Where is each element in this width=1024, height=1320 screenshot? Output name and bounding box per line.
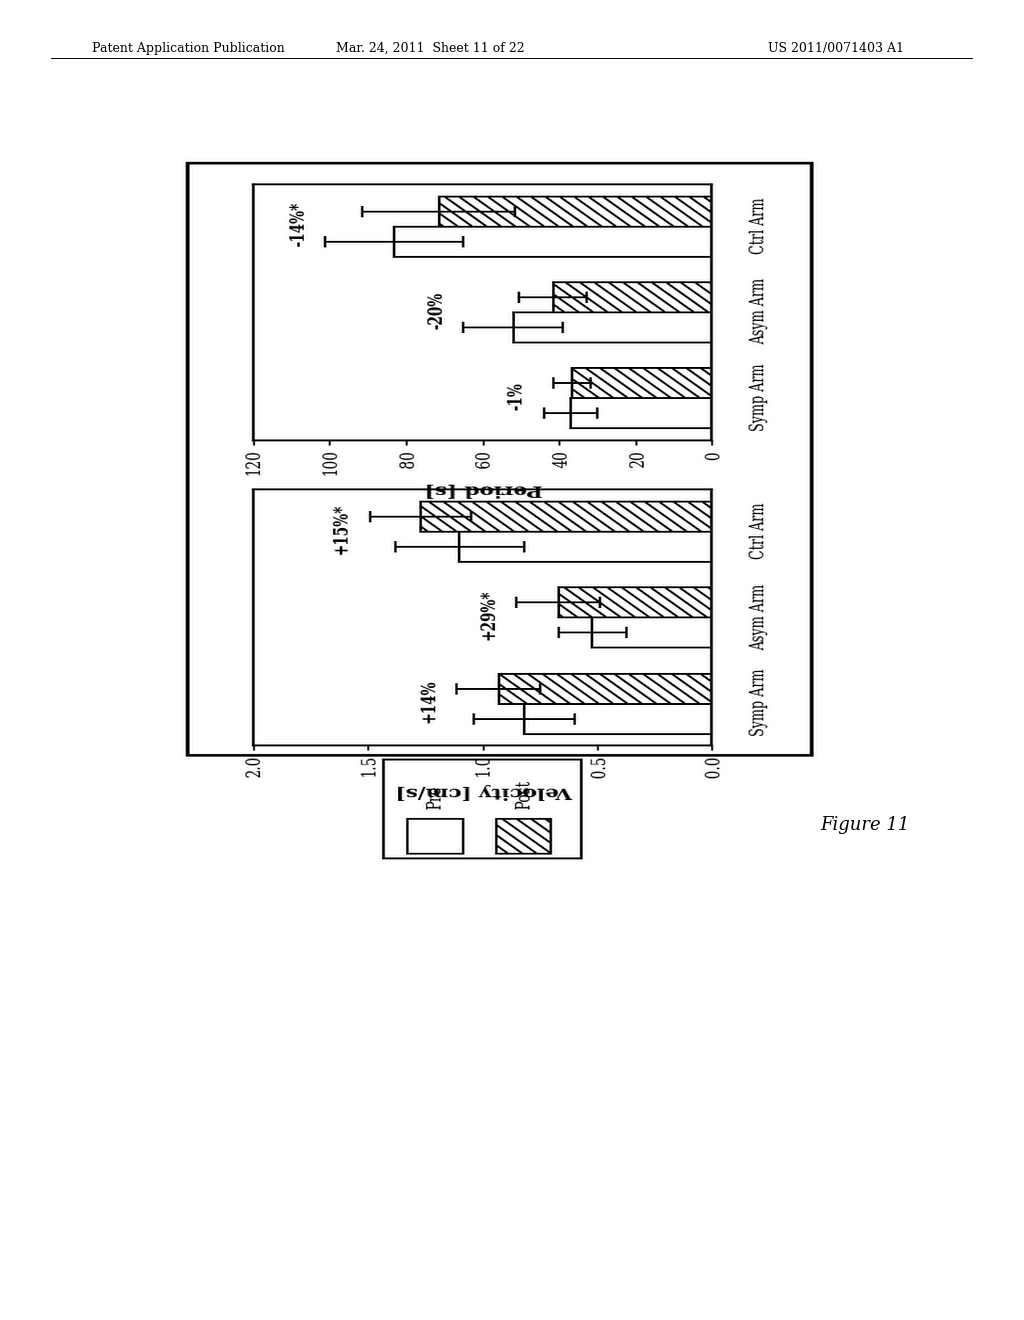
Text: Patent Application Publication: Patent Application Publication [92,42,285,55]
Text: Figure 11: Figure 11 [820,816,910,834]
Text: Mar. 24, 2011  Sheet 11 of 22: Mar. 24, 2011 Sheet 11 of 22 [336,42,524,55]
Text: US 2011/0071403 A1: US 2011/0071403 A1 [768,42,904,55]
